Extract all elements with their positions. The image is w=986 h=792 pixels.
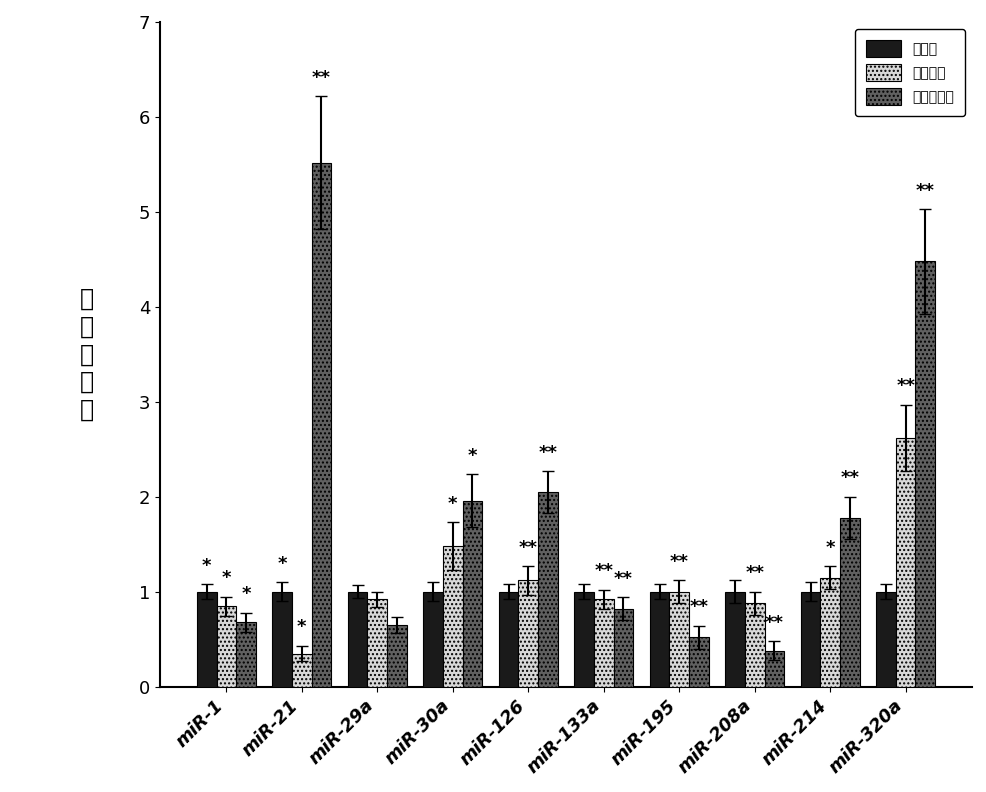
Text: *: * [241,585,250,604]
Bar [292,653,312,687]
Bar [613,609,633,687]
Bar [312,162,331,687]
Bar [423,592,443,687]
Bar [537,492,557,687]
Text: **: ** [764,614,783,632]
Text: **: ** [537,444,557,462]
Text: **: ** [688,599,708,616]
Bar [800,592,819,687]
Text: *: * [824,539,834,557]
Text: *: * [297,619,307,637]
Bar [196,592,216,687]
Text: *: * [222,569,231,587]
Bar [272,592,292,687]
Bar [367,600,387,687]
Bar [462,501,482,687]
Bar [725,592,744,687]
Bar [347,592,367,687]
Text: **: ** [594,562,612,581]
Bar [594,600,613,687]
Bar [839,518,859,687]
Bar [764,651,783,687]
Legend: 对照组, 高危人群, 冠心病患者: 对照组, 高危人群, 冠心病患者 [854,29,964,116]
Bar [443,546,462,687]
Text: **: ** [895,377,914,395]
Text: **: ** [312,69,330,86]
Bar [649,592,669,687]
Text: **: ** [839,470,859,487]
Bar [876,592,895,687]
Bar [744,604,764,687]
Bar [669,592,688,687]
Bar [688,638,708,687]
Text: **: ** [744,564,763,582]
Text: *: * [467,447,476,465]
Bar [216,606,236,687]
Bar [518,581,537,687]
Bar [236,623,255,687]
Text: **: ** [915,181,934,200]
Bar [819,577,839,687]
Bar [915,261,934,687]
Bar [574,592,594,687]
Bar [387,625,406,687]
Text: **: ** [519,539,537,557]
Text: **: ** [669,553,688,571]
Text: *: * [448,495,458,513]
Y-axis label: 相
对
表
达
量: 相 对 表 达 量 [80,287,94,422]
Text: *: * [202,557,211,575]
Bar [895,438,915,687]
Text: **: ** [613,570,632,588]
Bar [498,592,518,687]
Text: *: * [277,555,287,573]
